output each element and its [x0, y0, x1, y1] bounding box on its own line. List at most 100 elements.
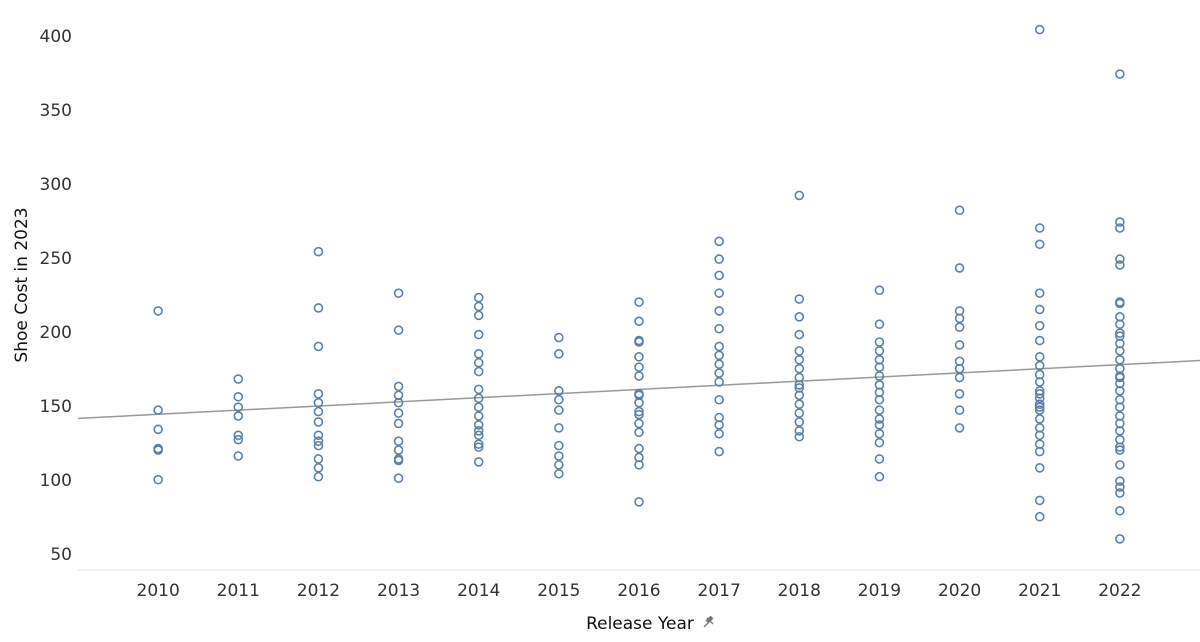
point [1034, 463, 1045, 473]
point [1034, 393, 1045, 404]
x-tick-label: 2011 [217, 581, 260, 601]
point [153, 405, 163, 415]
point [1115, 223, 1125, 233]
x-tick-label: 2016 [617, 581, 660, 601]
x-tick-label: 2017 [698, 581, 741, 601]
point [1034, 223, 1045, 233]
point [313, 463, 324, 473]
point [153, 306, 163, 316]
point [794, 354, 805, 365]
point [634, 418, 644, 429]
x-tick-label: 2015 [537, 581, 580, 601]
y-tick-label: 250 [40, 249, 72, 269]
point [1115, 328, 1125, 338]
point [634, 409, 644, 420]
point [714, 350, 724, 361]
point [393, 445, 404, 455]
point [874, 285, 885, 295]
point [714, 270, 724, 281]
point [473, 310, 484, 321]
point [153, 424, 163, 435]
point [1034, 335, 1045, 346]
point [714, 420, 724, 430]
point [794, 380, 805, 390]
point [714, 341, 724, 352]
point [473, 329, 484, 340]
point [954, 322, 965, 332]
point [554, 440, 564, 451]
point [954, 423, 965, 433]
point [714, 446, 724, 457]
y-tick-label: 400 [40, 27, 72, 47]
point [1115, 426, 1125, 436]
point [714, 306, 724, 316]
point [313, 303, 324, 313]
point [1115, 442, 1125, 452]
point [473, 402, 484, 412]
point [794, 329, 805, 340]
x-tick-label: 2022 [1098, 581, 1141, 601]
point [1034, 304, 1045, 315]
point [153, 445, 163, 455]
point [794, 408, 805, 418]
point [874, 428, 885, 439]
point [313, 406, 324, 417]
point [554, 349, 564, 359]
point [1115, 346, 1125, 356]
point [233, 374, 244, 384]
point [1115, 476, 1125, 486]
point [874, 362, 885, 372]
point [473, 301, 484, 312]
point [473, 420, 484, 430]
point [313, 246, 324, 257]
point [714, 288, 724, 298]
point [233, 451, 244, 461]
point [794, 346, 805, 356]
point [874, 420, 885, 430]
point [874, 454, 885, 464]
point [1115, 298, 1125, 309]
point [554, 386, 564, 396]
point [794, 431, 805, 442]
y-tick-label: 50 [50, 545, 72, 565]
x-tick-label: 2012 [297, 581, 340, 601]
point [634, 337, 644, 347]
point [1034, 414, 1045, 424]
point [313, 440, 324, 451]
point [1034, 352, 1045, 362]
point [634, 316, 644, 327]
point [233, 411, 244, 421]
point [1034, 511, 1045, 522]
point [1115, 319, 1125, 330]
point [393, 325, 404, 335]
y-axis-title: Shoe Cost in 2023 [12, 207, 32, 362]
point [714, 323, 724, 334]
point [1034, 360, 1045, 371]
point [954, 340, 965, 350]
point [393, 436, 404, 446]
point [714, 394, 724, 405]
point [393, 473, 404, 484]
point [1034, 288, 1045, 298]
point [473, 430, 484, 441]
x-tick-label: 2018 [778, 581, 821, 601]
point [794, 190, 805, 201]
point [874, 414, 885, 424]
point [393, 397, 404, 408]
point [954, 363, 965, 374]
point [634, 297, 644, 307]
point [794, 399, 805, 409]
point [634, 460, 644, 470]
point [313, 389, 324, 399]
point [634, 406, 644, 417]
point [1115, 372, 1125, 383]
point [1115, 217, 1125, 227]
point [874, 319, 885, 330]
x-tick-label: 2013 [377, 581, 420, 601]
point [473, 292, 484, 303]
point [954, 405, 965, 415]
x-tick-label: 2020 [938, 581, 981, 601]
point [1034, 495, 1045, 506]
point [1034, 377, 1045, 387]
